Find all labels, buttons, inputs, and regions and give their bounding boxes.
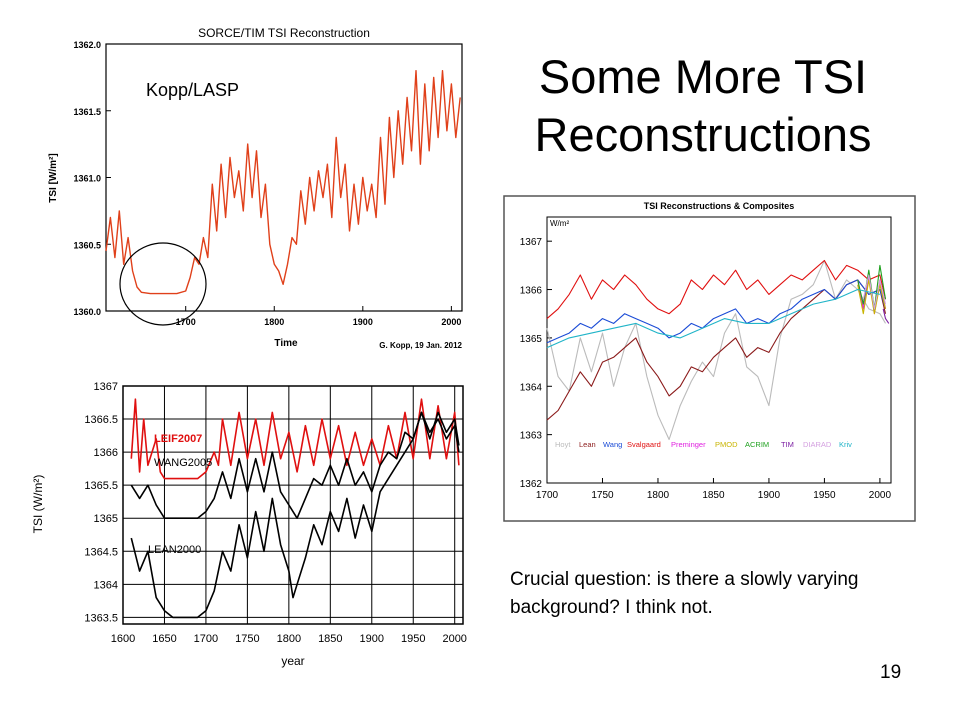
legend-entry-diarad: DIARAD xyxy=(803,440,832,449)
y-units-label: W/m² xyxy=(550,219,569,228)
plot-frame xyxy=(546,216,892,484)
x-axis-label: Time xyxy=(274,338,298,349)
plot-frame xyxy=(122,385,464,625)
series-label-leif2007: LEIF2007 xyxy=(154,433,202,445)
x-tick-label: 1750 xyxy=(235,633,259,645)
y-tick-label: 1363.5 xyxy=(84,612,118,624)
series-line-tim xyxy=(882,308,890,324)
tsi-composites-chart: TSI Reconstructions & Composites W/m² 17… xyxy=(503,195,916,522)
series-line-wang xyxy=(546,279,887,344)
x-tick-label: 1950 xyxy=(813,490,836,501)
series-line-lean2000 xyxy=(130,411,460,619)
x-tick-label: 1800 xyxy=(264,317,284,327)
caption-text: Crucial question: is there a slowly vary… xyxy=(510,569,859,618)
ticks: 1600 1650 1700 1750 1800 1850 1900 1950 2000 1363… xyxy=(84,381,467,645)
legend-entry-acrim: ACRIM xyxy=(745,440,769,449)
legend-entry-wang: Wang xyxy=(603,440,622,449)
x-tick-label: 1850 xyxy=(318,633,342,645)
slide-title-line2: Reconstructions xyxy=(534,108,872,161)
legend-entry-svalgaard: Svalgaard xyxy=(627,440,661,449)
y-tick-label: 1364.5 xyxy=(84,546,118,558)
x-tick-label: 1600 xyxy=(111,633,135,645)
y-tick-label: 1363 xyxy=(520,431,543,442)
series-label-lean2000: LEAN2000 xyxy=(148,544,201,556)
series-line-wang2005 xyxy=(130,411,460,519)
series-line-0 xyxy=(105,70,461,295)
x-tick-label: 2000 xyxy=(869,490,892,501)
ticks: 1700 1750 1800 1850 1900 1950 2000 1362 1363 1364… xyxy=(520,237,892,501)
y-tick-label: 1365 xyxy=(520,334,543,345)
y-tick-label: 1367 xyxy=(94,381,118,393)
legend-entry-preminger: Preminger xyxy=(671,440,706,449)
x-tick-label: 1900 xyxy=(353,317,373,327)
ticks: 1700 1800 1900 2000 1360.0 1360.5 1361.0 1361.5… xyxy=(73,40,461,327)
series-line-diarad xyxy=(862,274,887,310)
x-tick-label: 1850 xyxy=(702,490,725,501)
leif-wang-lean-chart: year TSI (W/m²) 1600 1650 1700 1750 1800 1850… xyxy=(31,381,467,668)
series-group xyxy=(105,70,461,295)
y-tick-label: 1366 xyxy=(94,447,118,459)
chart-title: SORCE/TIM TSI Reconstruction xyxy=(198,26,370,40)
highlight-circle xyxy=(119,242,207,326)
series-line-kriv xyxy=(546,288,881,349)
y-tick-label: 1360.0 xyxy=(73,307,101,317)
y-tick-label: 1364 xyxy=(94,579,118,591)
sorce-tim-chart: SORCE/TIM TSI Reconstruction Time TSI [W… xyxy=(48,26,463,350)
kopp-lasp-annotation: Kopp/LASP xyxy=(146,80,239,100)
series-group xyxy=(546,259,890,441)
x-axis-label: year xyxy=(281,654,304,668)
series-line-svalgaard xyxy=(546,259,887,320)
y-tick-label: 1361.0 xyxy=(73,174,101,184)
y-tick-label: 1364 xyxy=(520,382,543,393)
x-tick-label: 1950 xyxy=(401,633,425,645)
series-label-wang2005: WANG2005 xyxy=(154,457,212,469)
legend-entry-lean: Lean xyxy=(579,440,596,449)
y-tick-label: 1362 xyxy=(520,479,543,490)
x-tick-label: 2000 xyxy=(442,633,466,645)
x-tick-label: 1900 xyxy=(360,633,384,645)
x-tick-label: 1750 xyxy=(591,490,614,501)
x-tick-label: 1650 xyxy=(152,633,176,645)
plot-frame xyxy=(105,43,463,312)
y-axis-label: TSI (W/m²) xyxy=(31,475,45,534)
y-tick-label: 1365 xyxy=(94,513,118,525)
y-axis-label: TSI [W/m²] xyxy=(48,153,59,202)
y-tick-label: 1365.5 xyxy=(84,480,118,492)
x-tick-label: 1700 xyxy=(536,490,559,501)
slide-title-line1: Some More TSI xyxy=(538,50,868,103)
y-tick-label: 1366.5 xyxy=(84,414,118,426)
chart-title: TSI Reconstructions & Composites xyxy=(644,201,795,211)
legend-entry-tim: TIM xyxy=(781,440,794,449)
series-line-pmod xyxy=(857,279,887,315)
legend: Hoyt Lean Wang Svalgaard Preminger PMOD ACRIM T… xyxy=(555,440,852,449)
legend-entry-pmod: PMOD xyxy=(715,440,738,449)
x-tick-label: 1700 xyxy=(176,317,196,327)
credit-note: G. Kopp, 19 Jan. 2012 xyxy=(379,341,462,350)
series-group xyxy=(130,398,460,619)
slide-number: 19 xyxy=(880,662,902,683)
x-tick-label: 1800 xyxy=(647,490,670,501)
series-line-hoyt xyxy=(546,259,886,441)
legend-entry-hoyt: Hoyt xyxy=(555,440,571,449)
x-tick-label: 1800 xyxy=(277,633,301,645)
series-line-leif2007 xyxy=(130,398,460,480)
slide-title: Some More TSI Reconstructions xyxy=(488,48,918,164)
y-tick-label: 1367 xyxy=(520,237,543,248)
y-tick-label: 1362.0 xyxy=(73,40,101,50)
y-tick-label: 1361.5 xyxy=(73,107,101,117)
x-tick-label: 2000 xyxy=(441,317,461,327)
y-tick-label: 1366 xyxy=(520,286,543,297)
x-tick-label: 1700 xyxy=(194,633,218,645)
legend-entry-kriv: Kriv xyxy=(839,440,852,449)
x-tick-label: 1900 xyxy=(758,490,781,501)
y-tick-label: 1360.5 xyxy=(73,240,101,250)
